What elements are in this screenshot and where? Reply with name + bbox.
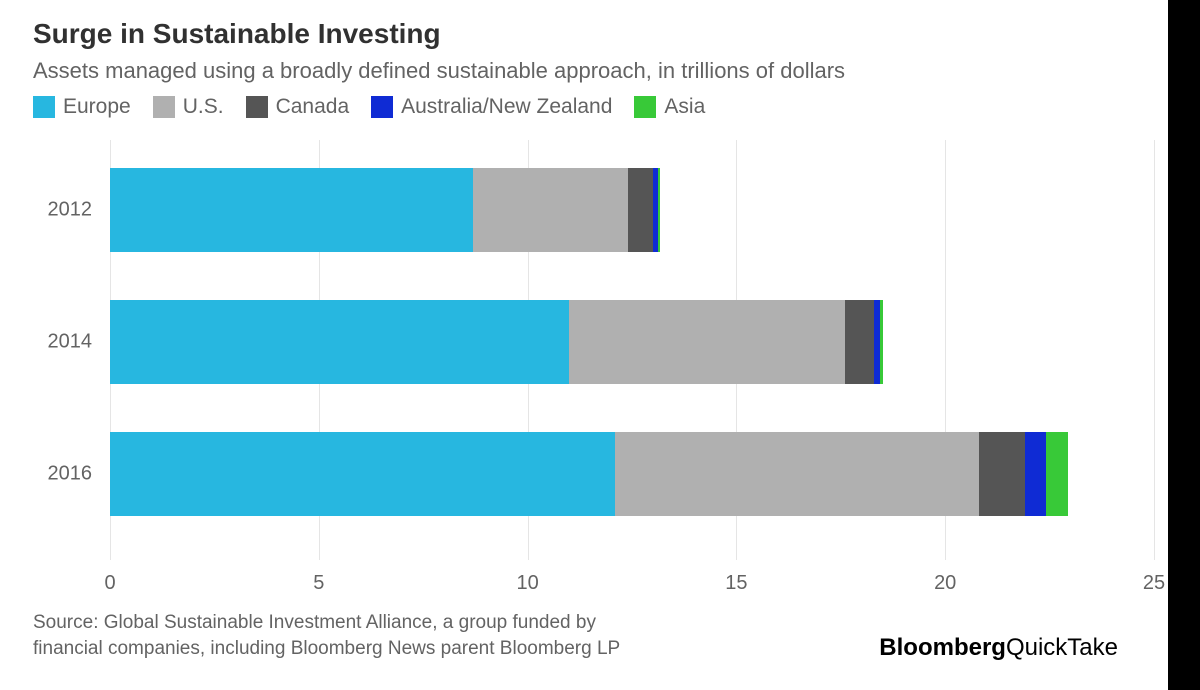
x-axis-label: 5 (313, 572, 324, 595)
legend-label: Asia (664, 95, 705, 119)
bar-row (110, 432, 1068, 516)
legend-swatch (33, 96, 55, 118)
source-line-1: Source: Global Sustainable Investment Al… (33, 610, 620, 636)
bar-segment (845, 300, 874, 384)
legend-item: Europe (33, 95, 131, 119)
x-axis-label: 20 (934, 572, 956, 595)
brand-prefix: Bloomberg (879, 634, 1006, 661)
bar-segment (658, 168, 660, 252)
bar-segment (979, 432, 1025, 516)
bar-segment (1046, 432, 1068, 516)
x-axis-label: 15 (725, 572, 747, 595)
chart-title: Surge in Sustainable Investing (33, 18, 441, 50)
bar-segment (880, 300, 882, 384)
source-line-2: financial companies, including Bloomberg… (33, 636, 620, 662)
bar-segment (110, 432, 615, 516)
legend-label: Europe (63, 95, 131, 119)
bar-segment (473, 168, 628, 252)
legend-item: U.S. (153, 95, 224, 119)
chart-subtitle: Assets managed using a broadly defined s… (33, 58, 845, 84)
main-panel: Surge in Sustainable Investing Assets ma… (0, 0, 1168, 690)
gridline (1154, 140, 1155, 560)
legend-swatch (153, 96, 175, 118)
legend-item: Canada (246, 95, 350, 119)
y-axis-label: 2016 (32, 463, 92, 486)
x-axis-label: 0 (104, 572, 115, 595)
bar-segment (569, 300, 845, 384)
bar-segment (1025, 432, 1047, 516)
bar-segment (110, 168, 473, 252)
bar-row (110, 168, 660, 252)
bar-row (110, 300, 883, 384)
y-axis-label: 2014 (32, 331, 92, 354)
bar-segment (110, 300, 569, 384)
legend: Europe U.S. Canada Australia/New Zealand Asi… (33, 95, 727, 119)
y-axis-label: 2012 (32, 199, 92, 222)
x-axis-label: 25 (1143, 572, 1165, 595)
side-black-strip (1168, 0, 1200, 690)
legend-swatch (371, 96, 393, 118)
chart-container: Surge in Sustainable Investing Assets ma… (0, 0, 1200, 690)
bar-segment (615, 432, 978, 516)
plot-area: 0510152025201220142016 (110, 140, 1154, 560)
source-attribution: Source: Global Sustainable Investment Al… (33, 610, 620, 661)
legend-swatch (246, 96, 268, 118)
bar-segment (628, 168, 653, 252)
brand-suffix: QuickTake (1006, 634, 1118, 661)
legend-item: Australia/New Zealand (371, 95, 612, 119)
legend-swatch (634, 96, 656, 118)
legend-label: U.S. (183, 95, 224, 119)
x-axis-label: 10 (516, 572, 538, 595)
legend-label: Australia/New Zealand (401, 95, 612, 119)
legend-item: Asia (634, 95, 705, 119)
brand-wordmark: BloombergQuickTake (879, 634, 1118, 662)
legend-label: Canada (276, 95, 350, 119)
